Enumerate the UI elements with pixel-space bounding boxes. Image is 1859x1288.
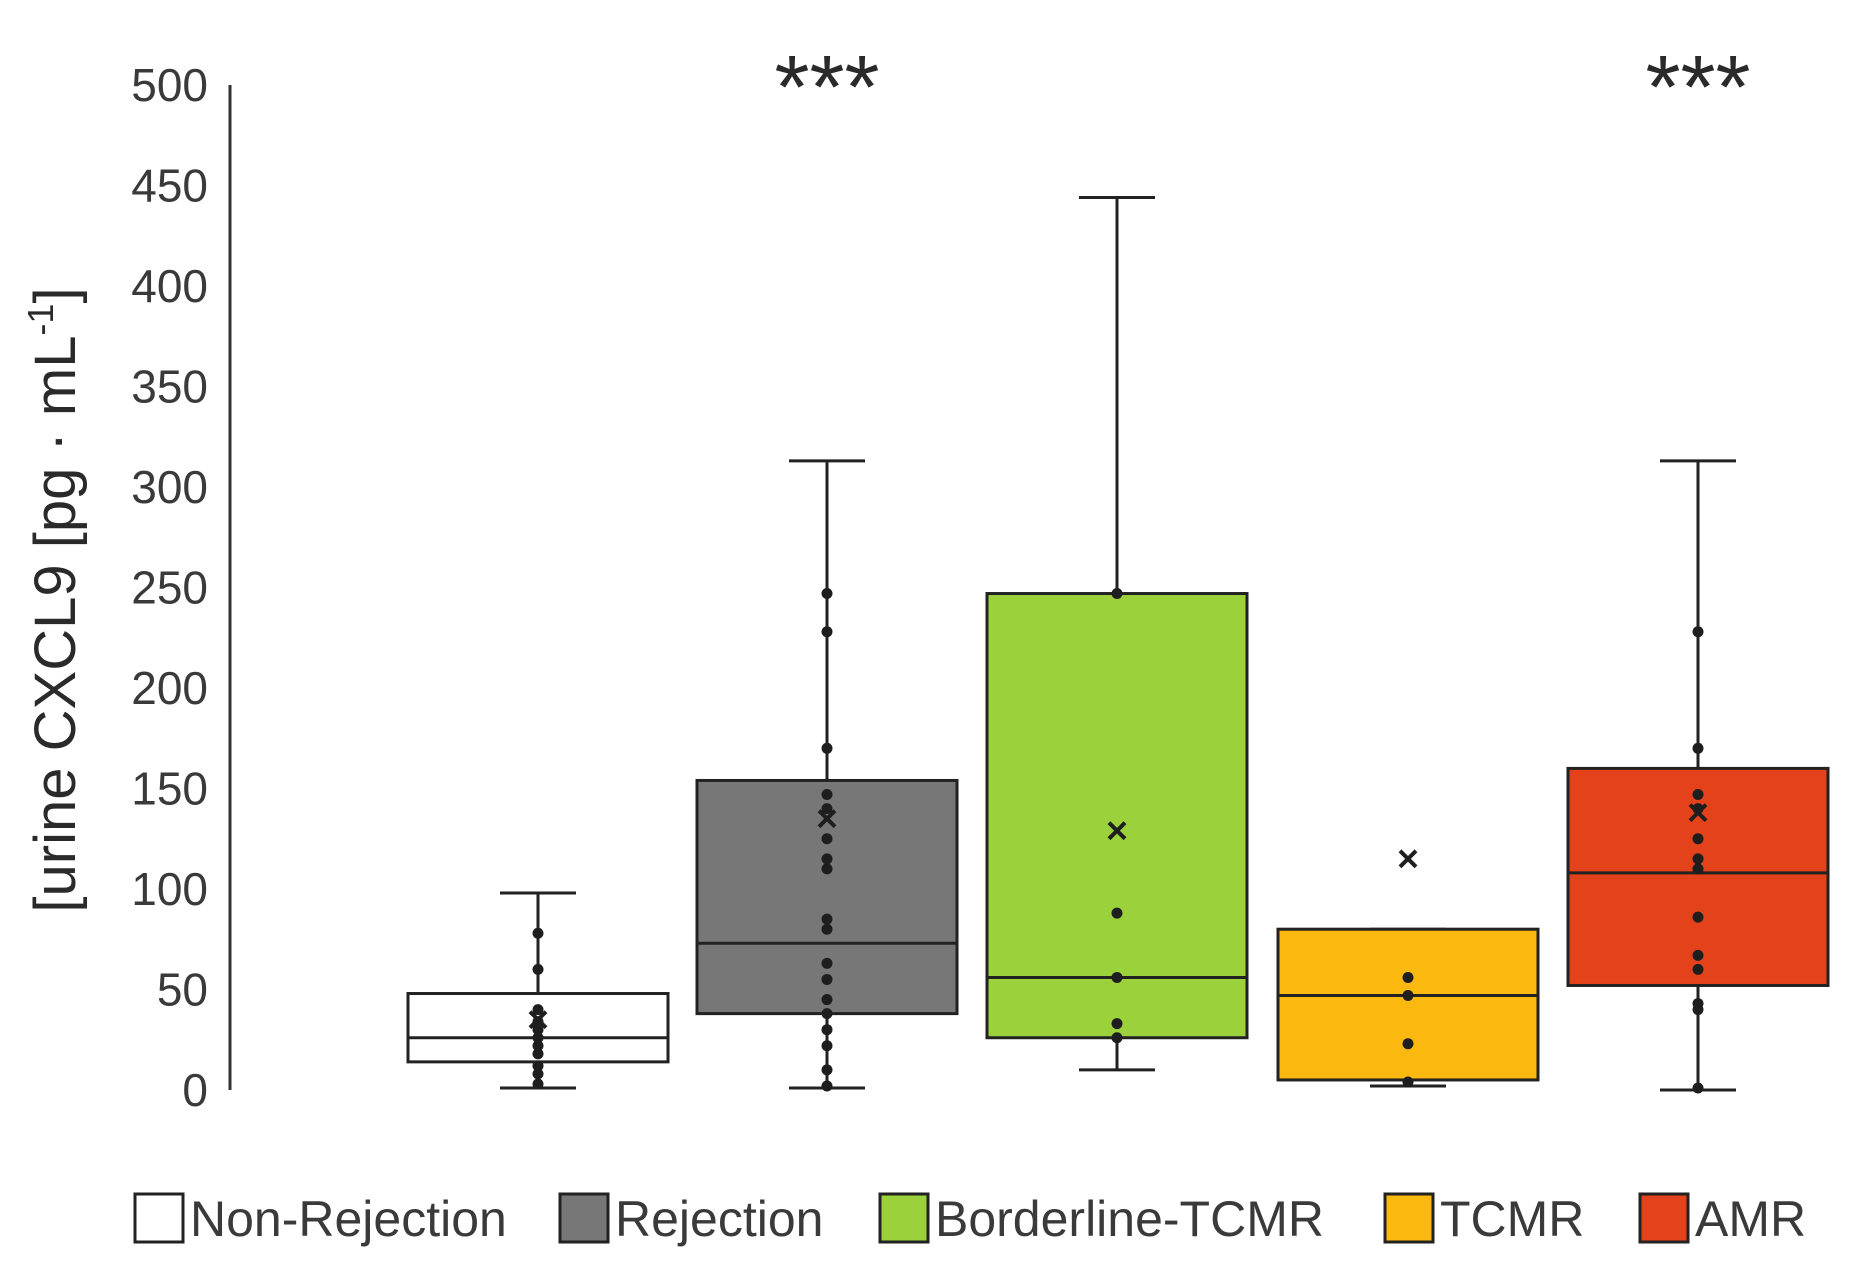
y-tick-label: 450 <box>131 160 208 212</box>
data-point <box>532 927 544 939</box>
y-tick-label: 500 <box>131 59 208 111</box>
data-point <box>1692 1082 1704 1094</box>
box-group <box>406 891 670 1090</box>
data-point <box>1692 853 1704 865</box>
data-point <box>532 1048 544 1060</box>
mean-marker <box>817 809 837 829</box>
data-point <box>1692 998 1704 1010</box>
y-tick-label: 0 <box>182 1064 208 1116</box>
data-point <box>821 1024 833 1036</box>
legend-swatch <box>133 1192 185 1244</box>
mean-marker <box>1107 821 1127 841</box>
data-point <box>821 803 833 815</box>
box-groups: *** *** <box>406 38 1830 1094</box>
mean-marker <box>1688 803 1708 823</box>
y-tick-label: 200 <box>131 662 208 714</box>
legend-label: TCMR <box>1440 1191 1584 1247</box>
data-point <box>821 742 833 754</box>
data-point <box>1111 1032 1123 1044</box>
data-point <box>1692 626 1704 638</box>
significance-label: *** <box>774 38 879 138</box>
data-point <box>1692 911 1704 923</box>
legend-label: Borderline-TCMR <box>935 1191 1324 1247</box>
box-rect <box>985 592 1249 1040</box>
data-point <box>821 1064 833 1076</box>
data-point <box>821 1040 833 1052</box>
legend: Non-Rejection Rejection Borderline-TCMR TCM… <box>133 1191 1806 1247</box>
data-point <box>532 1040 544 1052</box>
y-axis-title: [urine CXCL9 [pg · mL-1] <box>20 287 88 912</box>
box-group <box>1276 849 1540 1088</box>
data-point <box>821 1080 833 1092</box>
y-tick-label: 250 <box>131 562 208 614</box>
y-axis: 0 50 100 150 200 250 300 350 400 450 500 <box>131 59 232 1116</box>
data-point <box>1692 863 1704 875</box>
data-point <box>1692 833 1704 845</box>
data-point <box>821 863 833 875</box>
data-point <box>1402 990 1414 1002</box>
data-point <box>532 1032 544 1044</box>
data-point <box>532 1024 544 1036</box>
mean-marker <box>528 1010 548 1030</box>
data-point <box>1692 963 1704 975</box>
data-point <box>1111 971 1123 983</box>
data-point <box>1111 907 1123 919</box>
data-point <box>821 626 833 638</box>
data-point <box>821 994 833 1006</box>
y-tick-label: 150 <box>131 763 208 815</box>
data-point <box>821 588 833 600</box>
data-point <box>1402 1076 1414 1088</box>
significance-label: *** <box>1645 38 1750 138</box>
data-point <box>821 833 833 845</box>
y-tick-label: 350 <box>131 361 208 413</box>
legend-label: AMR <box>1695 1191 1806 1247</box>
legend-label: Rejection <box>615 1191 823 1247</box>
data-point <box>1692 742 1704 754</box>
data-point <box>821 973 833 985</box>
data-point <box>532 1078 544 1090</box>
y-tick-label: 100 <box>131 863 208 915</box>
legend-label: Non-Rejection <box>190 1191 507 1247</box>
data-point <box>821 957 833 969</box>
box-rect <box>1276 927 1540 1082</box>
data-point <box>1402 971 1414 983</box>
y-tick-label: 50 <box>157 964 208 1016</box>
data-point <box>1692 949 1704 961</box>
data-point <box>1111 1018 1123 1030</box>
data-point <box>532 1068 544 1080</box>
data-point <box>821 853 833 865</box>
data-point <box>532 1060 544 1072</box>
legend-swatch <box>1383 1192 1435 1244</box>
data-point <box>1111 588 1123 600</box>
data-point <box>821 923 833 935</box>
data-point <box>821 1008 833 1020</box>
y-tick-label: 400 <box>131 260 208 312</box>
box-group: *** <box>695 38 959 1092</box>
data-point <box>821 789 833 801</box>
box-group: *** <box>1566 38 1830 1094</box>
data-point <box>532 963 544 975</box>
legend-swatch <box>878 1192 930 1244</box>
data-point <box>821 913 833 925</box>
data-point <box>1692 789 1704 801</box>
y-tick-labels: 0 50 100 150 200 250 300 350 400 450 500 <box>131 59 208 1116</box>
legend-swatch <box>558 1192 610 1244</box>
data-point <box>1402 1038 1414 1050</box>
y-tick-label: 300 <box>131 461 208 513</box>
data-point <box>532 1004 544 1016</box>
legend-swatch <box>1638 1192 1690 1244</box>
mean-marker <box>1398 849 1418 869</box>
box-group <box>985 196 1249 1072</box>
